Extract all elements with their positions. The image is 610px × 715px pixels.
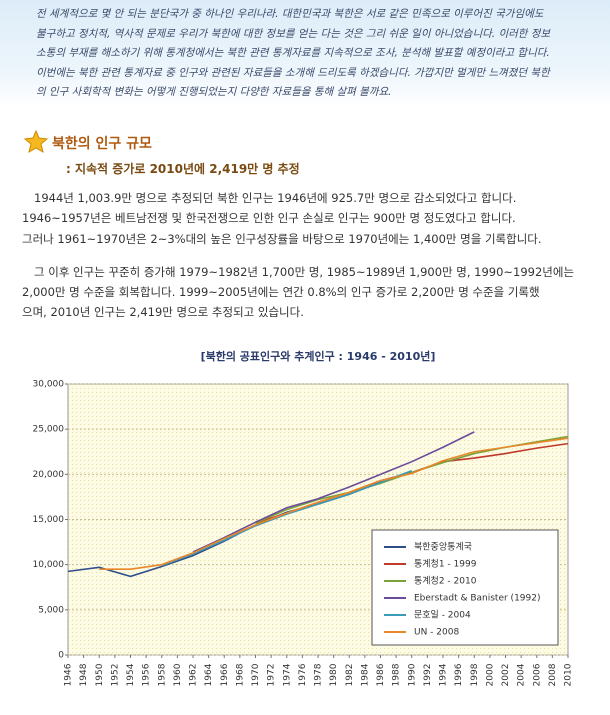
x-tick-label: 1988 [392, 663, 402, 686]
x-tick-label: 1948 [79, 663, 89, 686]
x-tick-label: 1964 [204, 663, 214, 686]
x-tick-label: 1950 [95, 663, 105, 686]
y-tick-label: 10,000 [33, 560, 65, 570]
x-tick-label: 1992 [423, 664, 433, 687]
x-tick-label: 1998 [470, 663, 480, 686]
x-tick-label: 1956 [142, 663, 152, 686]
series-line [161, 469, 413, 567]
x-tick-label: 1954 [126, 663, 136, 686]
x-tick-label: 1946 [64, 663, 74, 686]
legend-label: 문호일 - 2004 [414, 610, 471, 621]
intro-banner: 전 세계적으로 몇 안 되는 분단국가 중 하나인 우리나라. 대한민국과 북한… [0, 0, 610, 106]
intro-line: 소통의 부재를 해소하기 위해 통계청에서는 북한 관련 통계자료를 지속적으로… [36, 47, 550, 59]
paragraph-line: 1946~1957년은 베트남전쟁 및 한국전쟁으로 인한 인구 손실로 인구는… [22, 211, 516, 225]
legend-label: Eberstadt & Banister (1992) [414, 594, 541, 604]
y-tick-label: 20,000 [33, 470, 65, 480]
x-tick-label: 1970 [251, 663, 261, 686]
x-tick-label: 1978 [314, 663, 324, 686]
x-tick-label: 1960 [173, 663, 183, 686]
x-tick-label: 1982 [345, 664, 355, 687]
section-subtitle: : 지속적 증가로 2010년에 2,419만 명 추정 [66, 162, 300, 176]
x-tick-label: 2006 [532, 663, 542, 686]
x-tick-label: 1996 [454, 663, 464, 686]
star-icon [23, 129, 49, 154]
paragraph-line: 으며, 2010년 인구는 2,419만 명으로 추정되고 있습니다. [22, 305, 304, 319]
legend-label: UN - 2008 [414, 628, 459, 638]
x-tick-label: 1966 [220, 663, 230, 686]
x-tick-label: 1976 [298, 663, 308, 686]
x-tick-label: 1994 [439, 663, 449, 686]
x-tick-label: 1984 [360, 663, 370, 686]
x-tick-label: 1972 [267, 664, 277, 687]
paragraph-line: 그러나 1961~1970년은 2~3%대의 높은 인구성장률을 바탕으로 19… [22, 232, 542, 246]
series-line [99, 437, 569, 570]
y-tick-label: 25,000 [33, 425, 65, 435]
x-tick-label: 1952 [110, 664, 120, 687]
legend-label: 북한중앙통계국 [414, 541, 472, 553]
section-title: 북한의 인구 규모 [52, 136, 152, 152]
intro-line: 의 인구 사회학적 변화는 어떻게 진행되었는지 다양한 자료들을 통해 살펴 … [36, 86, 392, 98]
paragraph-line: 그 이후 인구는 꾸준히 증가해 1979~1982년 1,700만 명, 19… [34, 265, 575, 279]
series-line [192, 431, 475, 553]
x-tick-label: 1986 [376, 663, 386, 686]
x-tick-label: 1962 [189, 664, 199, 687]
legend-label: 통계청1 - 1999 [414, 558, 477, 570]
x-tick-label: 2008 [548, 663, 558, 686]
paragraph-line: 2,000만 명 수준을 회복합니다. 1999~2005년에는 연간 0.8%… [22, 285, 540, 299]
y-tick-label: 0 [58, 651, 64, 661]
legend-label: 통계청2 - 2010 [414, 575, 477, 587]
x-tick-label: 1990 [407, 663, 417, 686]
legend-box [371, 529, 559, 646]
x-tick-label: 2004 [517, 663, 527, 686]
y-tick-label: 30,000 [33, 380, 65, 390]
chart-title: [북한의 공표인구와 추계인구 : 1946 - 2010년] [201, 349, 436, 363]
x-tick-label: 2002 [501, 664, 511, 687]
paragraph-line: 1944년 1,003.9만 명으로 추정되던 북한 인구는 1946년에 92… [34, 191, 517, 205]
x-tick-label: 1980 [329, 663, 339, 686]
x-tick-label: 1958 [157, 663, 167, 686]
x-tick-label: 2010 [564, 663, 574, 686]
x-tick-label: 1974 [282, 663, 292, 686]
x-tick-label: 1968 [235, 663, 245, 686]
y-tick-label: 5,000 [38, 605, 64, 615]
intro-line: 전 세계적으로 몇 안 되는 분단국가 중 하나인 우리나라. 대한민국과 북한… [36, 8, 544, 20]
intro-line: 이번에는 북한 관련 통계자료 중 인구와 관련된 자료들을 소개해 드리도록 … [36, 66, 550, 79]
intro-line: 불구하고 정치적, 역사적 문제로 우리가 북한에 대한 정보를 얻는 다는 것… [36, 27, 551, 40]
x-tick-label: 2000 [485, 663, 495, 686]
y-tick-label: 15,000 [33, 515, 65, 525]
